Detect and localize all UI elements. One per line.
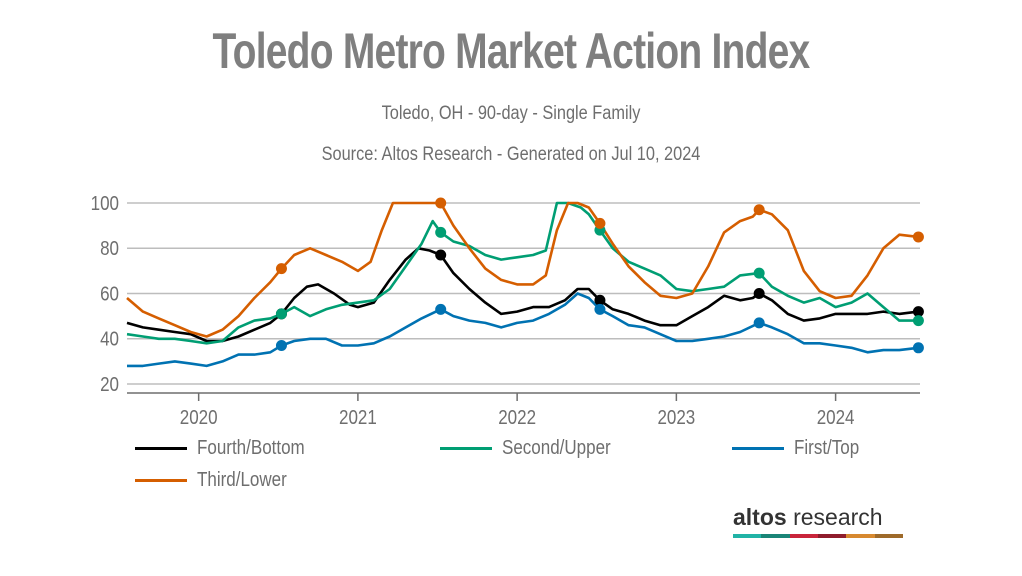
series-line-second-upper	[126, 201, 919, 345]
logo-bar-segment	[846, 534, 875, 538]
marker-first-top	[275, 340, 287, 352]
x-tick-label: 2022	[498, 406, 536, 429]
x-tick-label: 2023	[657, 406, 695, 429]
logo-bar-segment	[817, 534, 847, 538]
logo-color-bar	[733, 534, 903, 538]
series-lines	[126, 201, 919, 368]
x-tick-label: 2024	[817, 406, 855, 429]
series-markers	[275, 197, 924, 354]
marker-third-lower	[275, 263, 287, 275]
marker-fourth-bottom	[435, 249, 447, 261]
legend-swatch	[440, 447, 492, 450]
logo-text-bold: altos	[733, 504, 787, 530]
legend-item-second-upper: Second/Upper	[440, 437, 630, 460]
marker-second-upper	[435, 226, 447, 238]
marker-second-upper	[753, 267, 765, 279]
legend-label: Third/Lower	[197, 469, 287, 491]
marker-second-upper	[912, 315, 924, 327]
y-tick-label: 60	[100, 282, 119, 305]
x-tick-label: 2020	[180, 406, 218, 429]
logo-bar-segment	[789, 534, 818, 538]
y-tick-label: 100	[91, 192, 119, 215]
legend-swatch	[135, 479, 187, 482]
y-tick-label: 20	[100, 373, 119, 396]
legend-label: Fourth/Bottom	[197, 437, 305, 459]
marker-first-top	[753, 317, 765, 329]
y-tick-label: 40	[100, 327, 119, 350]
chart-title: Toledo Metro Market Action Index	[212, 23, 811, 79]
logo-bar-segment	[761, 534, 790, 538]
y-tick-label: 80	[100, 237, 119, 260]
marker-fourth-bottom	[912, 306, 924, 318]
marker-third-lower	[912, 231, 924, 243]
legend-item-third-lower: Third/Lower	[135, 469, 303, 492]
marker-fourth-bottom	[594, 294, 606, 306]
series-line-first-top	[127, 292, 919, 368]
marker-second-upper	[275, 308, 287, 320]
x-tick-label: 2021	[339, 406, 377, 429]
logo-text-light: research	[786, 504, 883, 530]
legend-item-fourth-bottom: Fourth/Bottom	[135, 437, 324, 460]
legend-swatch	[732, 447, 784, 450]
marker-first-top	[594, 303, 606, 315]
chart-subtitle: Toledo, OH - 90-day - Single Family	[381, 103, 641, 124]
legend: Fourth/Bottom Second/Upper First/Top Thi…	[135, 437, 915, 507]
legend-label: First/Top	[794, 437, 860, 459]
legend-item-first-top: First/Top	[732, 437, 871, 460]
logo-text: altos research	[733, 504, 903, 531]
marker-first-top	[912, 342, 924, 354]
altos-research-logo: altos research	[733, 504, 903, 538]
legend-swatch	[135, 447, 187, 450]
logo-bar-segment	[874, 534, 903, 538]
grid-lines	[127, 202, 920, 385]
marker-first-top	[435, 303, 447, 315]
marker-third-lower	[753, 204, 765, 216]
marker-fourth-bottom	[753, 288, 765, 299]
logo-bar-segment	[733, 534, 762, 538]
marker-third-lower	[435, 197, 447, 209]
x-axis: 2020 2021 2022 2023 2024	[127, 392, 920, 429]
marker-third-lower	[594, 217, 606, 229]
legend-label: Second/Upper	[502, 437, 611, 459]
series-line-fourth-bottom	[126, 247, 919, 343]
series-line-third-lower	[126, 201, 919, 338]
chart-source: Source: Altos Research - Generated on Ju…	[321, 144, 701, 165]
y-axis-ticks: 20 40 60 80 100	[91, 192, 119, 396]
